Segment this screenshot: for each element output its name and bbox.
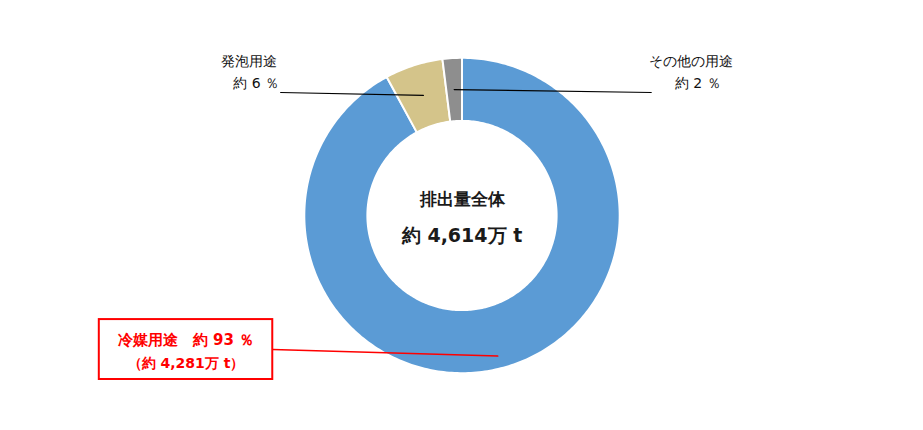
svg-text:約 2 ％: 約 2 ％ <box>661 75 721 91</box>
svg-text:冷媒用途 約 93 ％: 冷媒用途 約 93 ％ <box>118 331 254 349</box>
svg-text:発泡用途: 発泡用途 <box>221 53 277 69</box>
svg-text:約 4,614万 t: 約 4,614万 t <box>401 224 522 246</box>
svg-text:排出量全体: 排出量全体 <box>419 189 506 209</box>
svg-text:その他の用途: その他の用途 <box>649 53 733 69</box>
svg-text:（約 4,281万 t）: （約 4,281万 t） <box>128 355 245 371</box>
svg-text:約 6 ％: 約 6 ％ <box>219 75 279 91</box>
